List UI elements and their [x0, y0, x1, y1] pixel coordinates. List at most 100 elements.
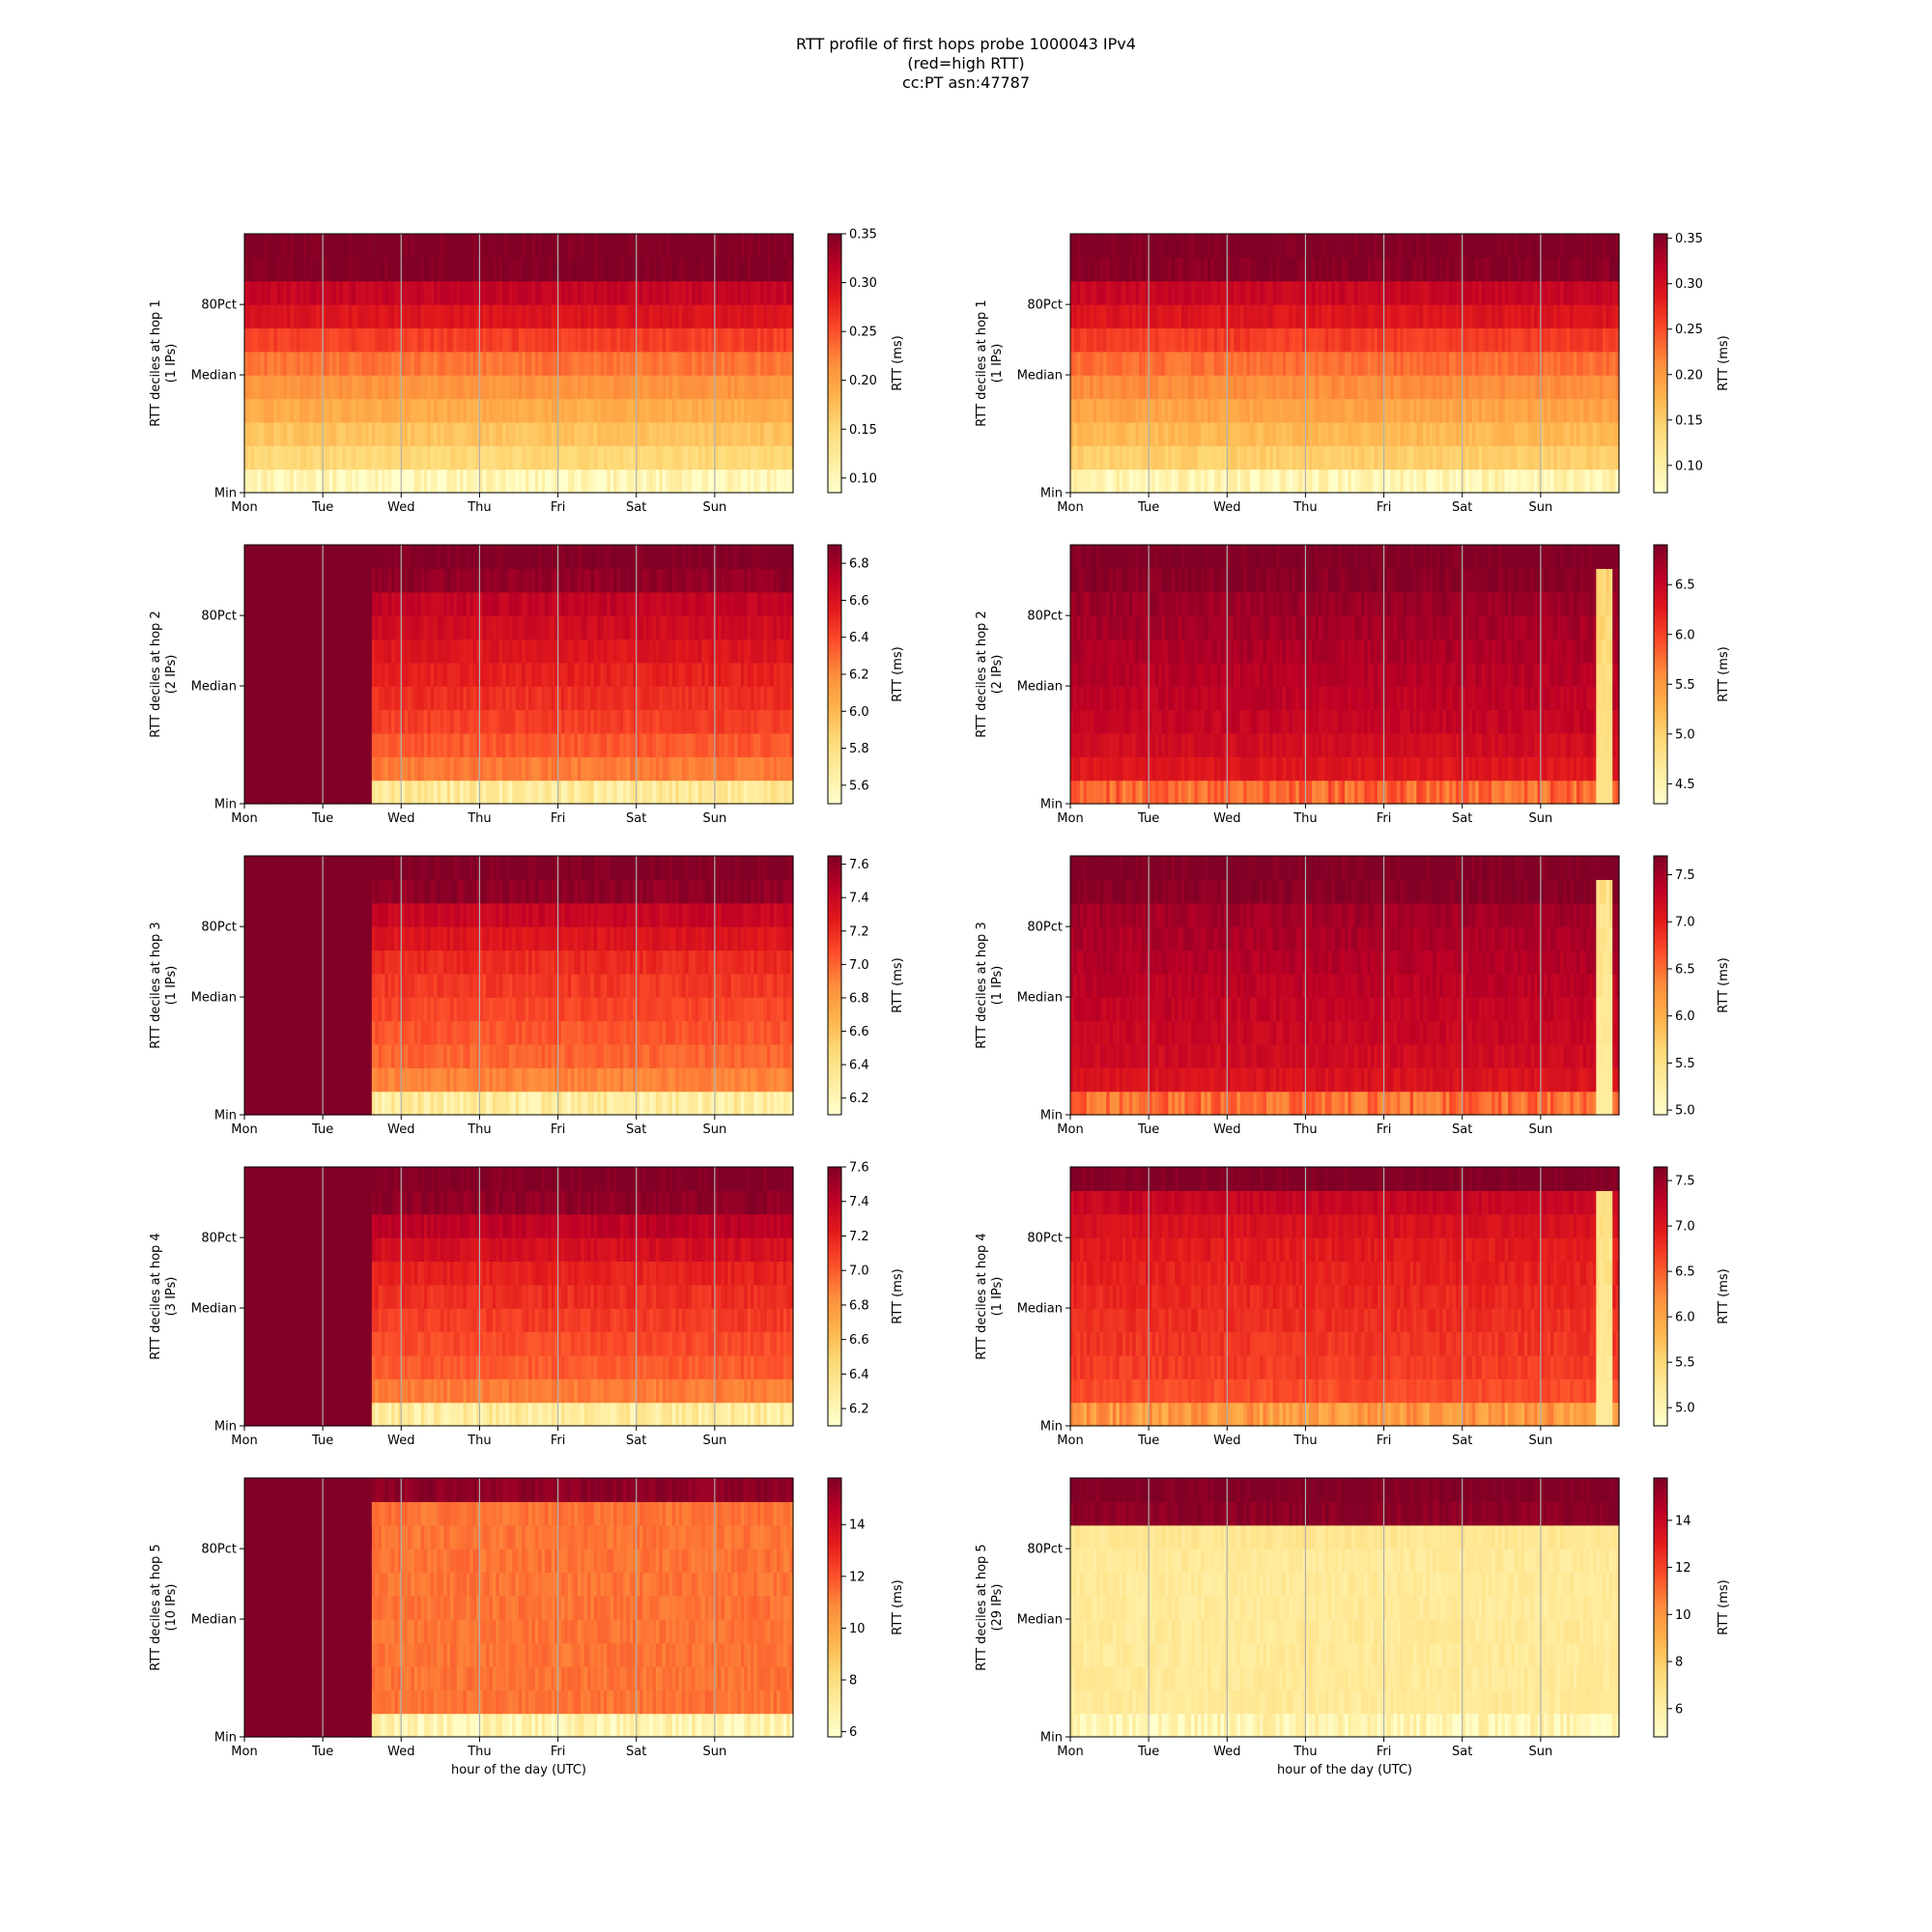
heatmap-cell	[247, 445, 252, 470]
heatmap-cell	[309, 421, 314, 446]
heatmap-cell	[1086, 421, 1091, 446]
heatmap-cell	[476, 445, 481, 470]
heatmap-cell	[534, 234, 539, 258]
heatmap-cell	[352, 280, 356, 305]
heatmap-cell	[482, 257, 487, 282]
heatmap-cell	[489, 280, 494, 305]
heatmap-cell	[1086, 375, 1091, 400]
heatmap-cell	[394, 398, 399, 423]
heatmap-cell	[349, 280, 354, 305]
figure-title: RTT profile of first hops probe 1000043 …	[0, 35, 1932, 93]
heatmap-cell	[335, 445, 340, 470]
heatmap-cell	[313, 398, 317, 423]
heatmap-cells	[244, 545, 794, 805]
heatmap-cell	[434, 304, 439, 329]
heatmap-cell	[361, 662, 366, 687]
heatmap-cell	[519, 257, 523, 282]
heatmap-cell	[273, 469, 278, 494]
heatmap-cell	[525, 234, 529, 258]
heatmap-cell	[316, 327, 321, 353]
heatmap-cell	[387, 398, 392, 423]
heatmap-cell	[704, 398, 709, 423]
heatmap-cell	[299, 280, 304, 305]
heatmap-cell	[1429, 421, 1434, 446]
heatmap-cell	[384, 351, 389, 376]
heatmap-cell	[502, 351, 507, 376]
heatmap-cell	[323, 234, 327, 258]
heatmap-cell	[339, 421, 344, 446]
heatmap-cell	[502, 234, 507, 258]
heatmap-cell	[486, 421, 491, 446]
heatmap-cell	[538, 304, 543, 329]
heatmap-cell	[375, 469, 380, 494]
heatmap-cell	[371, 469, 376, 494]
heatmap-cell	[512, 421, 517, 446]
heatmap-cell	[358, 398, 363, 423]
heatmap-cell	[323, 375, 327, 400]
heatmap-cell	[1292, 351, 1296, 376]
heatmap-cell	[355, 351, 359, 376]
heatmap-cell	[355, 469, 359, 494]
heatmap-cell	[1292, 234, 1296, 258]
heatmap-cell	[349, 257, 354, 282]
heatmap-cell	[316, 469, 321, 494]
heatmap-cell	[505, 445, 510, 470]
heatmap-cell	[1566, 327, 1571, 353]
heatmap-cell	[1119, 327, 1123, 353]
heatmap-cell	[397, 351, 402, 376]
heatmap-cell	[387, 304, 392, 329]
heatmap-cell	[453, 398, 458, 423]
heatmap-cell	[519, 421, 523, 446]
heatmap-cell	[280, 398, 285, 423]
heatmap-cell	[492, 257, 497, 282]
heatmap-cell	[260, 756, 265, 781]
heatmap-cell	[482, 327, 487, 353]
heatmap-cell	[335, 327, 340, 353]
heatmap-cell	[276, 445, 281, 470]
heatmap-cell	[423, 234, 428, 258]
heatmap-cell	[515, 257, 520, 282]
heatmap-cell	[328, 327, 333, 353]
heatmap-cell	[313, 304, 317, 329]
heatmap-cell	[498, 639, 503, 664]
heatmap-cell	[515, 327, 520, 353]
heatmap-cell	[332, 257, 337, 282]
heatmap-cell	[244, 421, 248, 446]
heatmap-cell	[567, 591, 572, 616]
heatmap-cell	[319, 234, 324, 258]
heatmap-cell	[740, 327, 745, 353]
heatmap-cell	[704, 327, 709, 353]
heatmap-cell	[671, 421, 676, 446]
heatmap-cell	[567, 257, 572, 282]
heatmap-cell	[427, 421, 432, 446]
heatmap-cell	[302, 398, 307, 423]
heatmap-cell	[456, 375, 461, 400]
heatmap-cell	[328, 375, 333, 400]
heatmap-cell	[472, 469, 477, 494]
heatmap-cell	[401, 375, 406, 400]
heatmap-cell	[339, 257, 344, 282]
heatmap-cell	[260, 398, 265, 423]
heatmap-cell	[567, 732, 572, 757]
heatmap-cell	[394, 257, 399, 282]
heatmap-cell	[476, 304, 481, 329]
heatmap-cell	[1324, 327, 1329, 353]
heatmap-cell	[384, 257, 389, 282]
heatmap-cell	[297, 375, 301, 400]
heatmap-cell	[283, 327, 288, 353]
heatmap-cell	[280, 351, 285, 376]
heatmap-cell	[466, 304, 470, 329]
heatmap-cell	[286, 398, 291, 423]
heatmap-cell	[541, 375, 546, 400]
heatmap-cell	[297, 421, 301, 446]
heatmap-cell	[420, 280, 425, 305]
heatmap-cell	[492, 421, 497, 446]
heatmap-cell	[427, 280, 432, 305]
heatmap-cell	[603, 375, 608, 400]
heatmap-cell	[387, 469, 392, 494]
heatmap-cell	[411, 234, 415, 258]
heatmap-cell	[1497, 351, 1502, 376]
heatmap-cell	[460, 375, 465, 400]
heatmap-cell	[408, 304, 412, 329]
heatmap-cell	[306, 421, 311, 446]
